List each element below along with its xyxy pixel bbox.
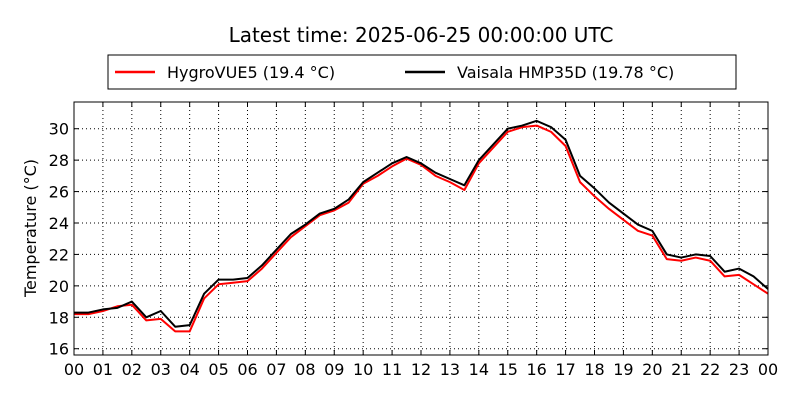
legend-label: HygroVUE5 (19.4 °C) bbox=[167, 63, 335, 82]
x-tick-label: 00 bbox=[758, 360, 778, 379]
x-tick-label: 07 bbox=[266, 360, 286, 379]
series-line bbox=[74, 124, 769, 333]
x-tick-label: 20 bbox=[642, 360, 662, 379]
x-tick-label: 11 bbox=[382, 360, 402, 379]
x-tick-label: 21 bbox=[671, 360, 691, 379]
x-tick-label: 15 bbox=[498, 360, 518, 379]
x-tick-label: 06 bbox=[237, 360, 257, 379]
y-tick-label: 18 bbox=[49, 308, 69, 327]
y-tick-label: 28 bbox=[49, 151, 69, 170]
y-tick-label: 16 bbox=[49, 340, 69, 359]
x-tick-label: 10 bbox=[353, 360, 373, 379]
plot-frame bbox=[73, 101, 769, 356]
legend-label: Vaisala HMP35D (19.78 °C) bbox=[457, 63, 674, 82]
x-tick-label: 22 bbox=[700, 360, 720, 379]
y-tick-label: 22 bbox=[49, 245, 69, 264]
x-tick-label: 02 bbox=[122, 360, 142, 379]
chart-title: Latest time: 2025-06-25 00:00:00 UTC bbox=[229, 23, 614, 47]
y-tick-label: 24 bbox=[49, 214, 69, 233]
x-tick-label: 19 bbox=[613, 360, 633, 379]
x-tick-label: 03 bbox=[151, 360, 171, 379]
x-tick-label: 05 bbox=[208, 360, 228, 379]
x-tick-label: 23 bbox=[729, 360, 749, 379]
x-tick-label: 12 bbox=[411, 360, 431, 379]
series-line bbox=[74, 119, 769, 328]
x-tick-label: 09 bbox=[324, 360, 344, 379]
x-tick-label: 04 bbox=[179, 360, 199, 379]
x-tick-label: 16 bbox=[526, 360, 546, 379]
y-tick-label: 26 bbox=[49, 183, 69, 202]
y-axis-label: Temperature (°C) bbox=[21, 159, 40, 298]
y-tick-label: 30 bbox=[49, 120, 69, 139]
y-tick-label: 20 bbox=[49, 277, 69, 296]
x-tick-label: 13 bbox=[440, 360, 460, 379]
x-tick-label: 08 bbox=[295, 360, 315, 379]
x-tick-label: 00 bbox=[64, 360, 84, 379]
x-tick-label: 01 bbox=[93, 360, 113, 379]
x-tick-label: 17 bbox=[555, 360, 575, 379]
x-tick-label: 14 bbox=[469, 360, 489, 379]
x-tick-label: 18 bbox=[584, 360, 604, 379]
